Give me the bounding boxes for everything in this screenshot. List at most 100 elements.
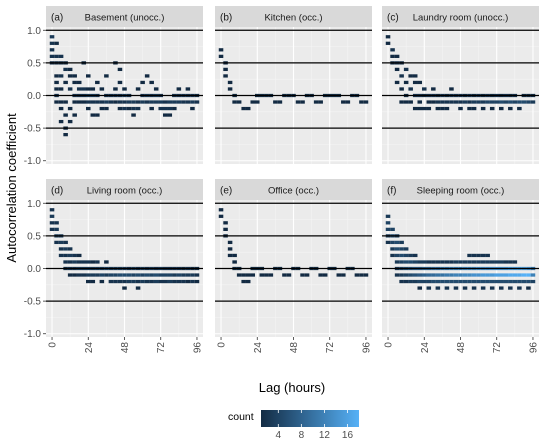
heatmap-cell	[508, 100, 513, 104]
heatmap-cell	[58, 54, 64, 58]
heatmap-cell	[95, 260, 100, 264]
heatmap-cell	[135, 279, 141, 284]
heatmap-cell	[412, 74, 418, 78]
panel: (a) Basement (unocc.) -1.0 -0.5 0.0 0.5 1.0	[24, 6, 203, 167]
heatmap-cell	[462, 279, 468, 284]
panel-title: Sleeping room (occ.)	[417, 186, 505, 197]
heatmap-cell	[194, 279, 200, 284]
heatmap-cell	[499, 260, 504, 264]
heatmap-cell	[273, 100, 278, 104]
heatmap-cell	[90, 87, 96, 91]
heatmap-cell	[517, 273, 522, 277]
heatmap-cell	[408, 100, 413, 104]
heatmap-cell	[63, 260, 68, 264]
heatmap-cell	[399, 279, 404, 284]
heatmap-cell	[241, 106, 246, 111]
heatmap-cell	[412, 260, 418, 264]
heatmap-cell	[113, 279, 118, 284]
heatmap-cell	[322, 273, 328, 277]
panel-label: (e)	[220, 186, 232, 197]
heatmap-cell	[403, 80, 409, 85]
heatmap-cell	[140, 100, 145, 104]
heatmap-cell	[412, 253, 418, 258]
heatmap-cell	[403, 260, 409, 264]
heatmap-cell	[385, 240, 391, 245]
x-tick-label: 0	[48, 342, 59, 348]
heatmap-cell	[113, 87, 118, 91]
heatmap-cell	[494, 279, 499, 284]
heatmap-cell	[194, 100, 200, 104]
heatmap-cell	[394, 247, 400, 251]
heatmap-cell	[399, 260, 404, 264]
heatmap-cell	[403, 67, 409, 72]
heatmap-cell	[90, 260, 96, 264]
heatmap-cell	[489, 286, 495, 290]
panel: (e) Office (occ.) 0 24 48 72 96	[215, 179, 372, 353]
heatmap-cell	[95, 113, 100, 117]
heatmap-cell	[63, 253, 68, 258]
heatmap-cell	[444, 273, 450, 277]
heatmap-cell	[458, 273, 463, 277]
heatmap-cell	[54, 80, 59, 85]
heatmap-cell	[403, 100, 409, 104]
panel-label: (b)	[220, 13, 232, 24]
heatmap-cell	[153, 100, 159, 104]
heatmap-cell	[163, 273, 168, 277]
heatmap-cell	[140, 80, 145, 85]
heatmap-cell	[300, 273, 305, 277]
legend: count 4 8 12 16	[228, 410, 359, 441]
heatmap-cell	[122, 279, 127, 284]
heatmap-cell	[54, 54, 59, 58]
heatmap-cell	[458, 100, 463, 104]
heatmap-cell	[67, 106, 73, 111]
heatmap-cell	[245, 279, 251, 284]
heatmap-cell	[462, 286, 468, 290]
heatmap-cell	[453, 260, 459, 264]
heatmap-cell	[517, 286, 522, 290]
heatmap-cell	[167, 279, 173, 284]
heatmap-cell	[440, 273, 445, 277]
heatmap-cell	[467, 253, 472, 258]
heatmap-cell	[117, 100, 123, 104]
heatmap-cell	[190, 279, 195, 284]
heatmap-cell	[63, 240, 68, 245]
heatmap-cell	[345, 100, 351, 104]
heatmap-cell	[144, 100, 150, 104]
heatmap-cell	[449, 273, 454, 277]
heatmap-cell	[431, 273, 436, 277]
heatmap-cell	[72, 100, 77, 104]
heatmap-cell	[453, 286, 459, 290]
heatmap-cell	[86, 279, 91, 284]
heatmap-cell	[181, 100, 186, 104]
heatmap-cell	[394, 67, 400, 72]
y-tick-label: 0.0	[27, 91, 41, 102]
x-tick-label: 72	[156, 342, 167, 354]
heatmap-cell	[471, 286, 477, 290]
y-tick-label: 1.0	[27, 26, 41, 37]
heatmap-cell	[190, 273, 195, 277]
heatmap-cell	[227, 80, 233, 85]
heatmap-cell	[227, 240, 233, 245]
heatmap-cell	[76, 100, 82, 104]
legend-ticks: 4 8 12 16	[276, 410, 353, 441]
heatmap-cell	[163, 113, 168, 117]
heatmap-cell	[412, 273, 418, 277]
heatmap-cell	[440, 100, 445, 104]
heatmap-cell	[300, 100, 305, 104]
panel-strip	[46, 179, 203, 200]
heatmap-cell	[403, 247, 409, 251]
x-tick-label: 24	[420, 342, 431, 354]
panel-title: Living room (occ.)	[87, 186, 163, 197]
heatmap-cell	[63, 100, 68, 104]
heatmap-cell	[117, 273, 123, 277]
heatmap-cell	[144, 279, 150, 284]
heatmap-cell	[49, 35, 55, 39]
panel: (d) Living room (occ.) -1.0 -0.5 0.0 0.5 1.0 0 2…	[24, 179, 203, 354]
heatmap-cell	[86, 100, 91, 104]
heatmap-cell	[67, 74, 73, 78]
heatmap-cell	[245, 106, 251, 111]
heatmap-cell	[417, 80, 423, 85]
heatmap-cell	[49, 54, 55, 58]
heatmap-cell	[227, 253, 233, 258]
heatmap-cell	[153, 87, 159, 91]
